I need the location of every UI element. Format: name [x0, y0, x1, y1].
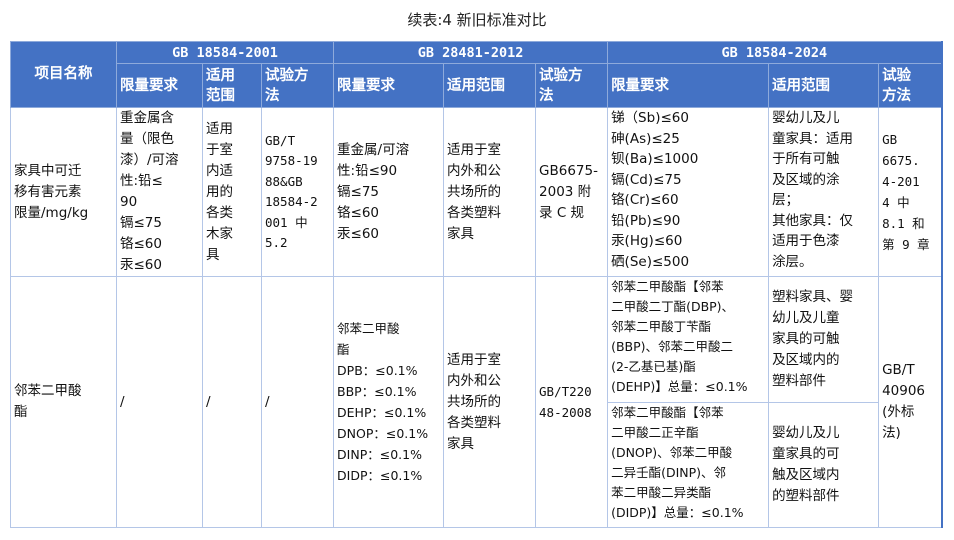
limit-2012: 重金属/可溶 性:铅≤90 镉≤75 铬≤60 汞≤60 [333, 107, 445, 277]
method-2012: GB/T220 48-2008 [535, 276, 609, 528]
scope-2024-b: 婴幼儿及儿 童家具的可 触及区域内 的塑料部件 [768, 402, 880, 528]
header-group-2024: GB 18584-2024 [607, 41, 943, 64]
scope-2012: 适用于室 内外和公 共场所的 各类塑料 家具 [443, 107, 537, 277]
header-method: 试验方 法 [260, 63, 335, 108]
limit-2001: / [116, 276, 203, 528]
header-group-2001: GB 18584-2001 [115, 41, 335, 64]
header-method: 试验方 法 [535, 63, 609, 108]
method-2001: GB/T 9758-19 88&GB 18584-2 001 中 5.2 [260, 107, 335, 277]
scope-2001: / [202, 276, 262, 528]
scope-2024: 婴幼儿及儿 童家具：适用 于所有可触 及区域的涂 层； 其他家具：仅 适用于色漆… [768, 107, 880, 277]
limit-2001: 重金属含 量（限色 漆）/可溶 性:铅≤ 90 镉≤75 铬≤60 汞≤60 [116, 107, 203, 277]
table-row: 邻苯二甲酸酯【邻苯 二甲酸二正辛酯 (DNOP)、邻苯二甲酸 二异壬酯(DINP… [11, 402, 942, 528]
table-caption: 续表:4 新旧标准对比 [407, 11, 547, 29]
method-2012: GB6675- 2003 附 录 C 规 [535, 107, 609, 277]
limit-2024-b: 邻苯二甲酸酯【邻苯 二甲酸二正辛酯 (DNOP)、邻苯二甲酸 二异壬酯(DINP… [607, 402, 770, 528]
standards-comparison-table: 项目名称 GB 18584-2001 GB 28481-2012 GB 1858… [10, 41, 943, 528]
header-item-name: 项目名称 [10, 41, 117, 108]
item-name: 邻苯二甲酸 酯 [10, 276, 117, 528]
header-limit: 限量要求 [116, 63, 203, 108]
header-scope: 适用 范围 [202, 63, 262, 108]
table-row: 家具中可迁 移有害元素 限量/mg/kg 重金属含 量（限色 漆）/可溶 性:铅… [10, 107, 943, 277]
method-2024: GB 6675. 4-201 4 中 8.1 和 第 9 章 [878, 107, 943, 277]
scope-2012: 适用于室 内外和公 共场所的 各类塑料 家具 [443, 276, 537, 528]
item-name: 家具中可迁 移有害元素 限量/mg/kg [10, 107, 117, 277]
header-row-sub: 限量要求 适用 范围 试验方 法 限量要求 适用范围 试验方 法 限量要求 适用… [11, 63, 943, 108]
scope-2001: 适用 于室 内适 用的 各类 木家 具 [202, 107, 262, 277]
header-scope: 适用范围 [443, 63, 537, 108]
header-group-2012: GB 28481-2012 [333, 41, 609, 64]
table-row: 邻苯二甲酸 酯 / / / 邻苯二甲酸 酯 DPB：≤0.1% BBP：≤0.1… [10, 276, 943, 528]
limit-2024-a: 邻苯二甲酸酯【邻苯 二甲酸二丁酯(DBP)、 邻苯二甲酸丁苄酯 (BBP)、邻苯… [607, 276, 770, 403]
header-method: 试验 方法 [878, 63, 943, 108]
header-row-groups: 项目名称 GB 18584-2001 GB 28481-2012 GB 1858… [10, 41, 943, 108]
header-scope: 适用范围 [768, 63, 880, 108]
method-2024: GB/T 40906 (外标 法) [878, 276, 943, 528]
scope-2024-a: 塑料家具、婴 幼儿及儿童 家具的可触 及区域内的 塑料部件 [768, 276, 880, 403]
method-2001: / [260, 276, 335, 528]
limit-2012: 邻苯二甲酸 酯 DPB：≤0.1% BBP：≤0.1% DEHP：≤0.1% D… [333, 276, 445, 528]
limit-2024: 锑（Sb)≤60 砷(As)≤25 钡(Ba)≤1000 镉(Cd)≤75 铬(… [607, 107, 770, 277]
header-limit: 限量要求 [333, 63, 445, 108]
header-limit: 限量要求 [607, 63, 770, 108]
